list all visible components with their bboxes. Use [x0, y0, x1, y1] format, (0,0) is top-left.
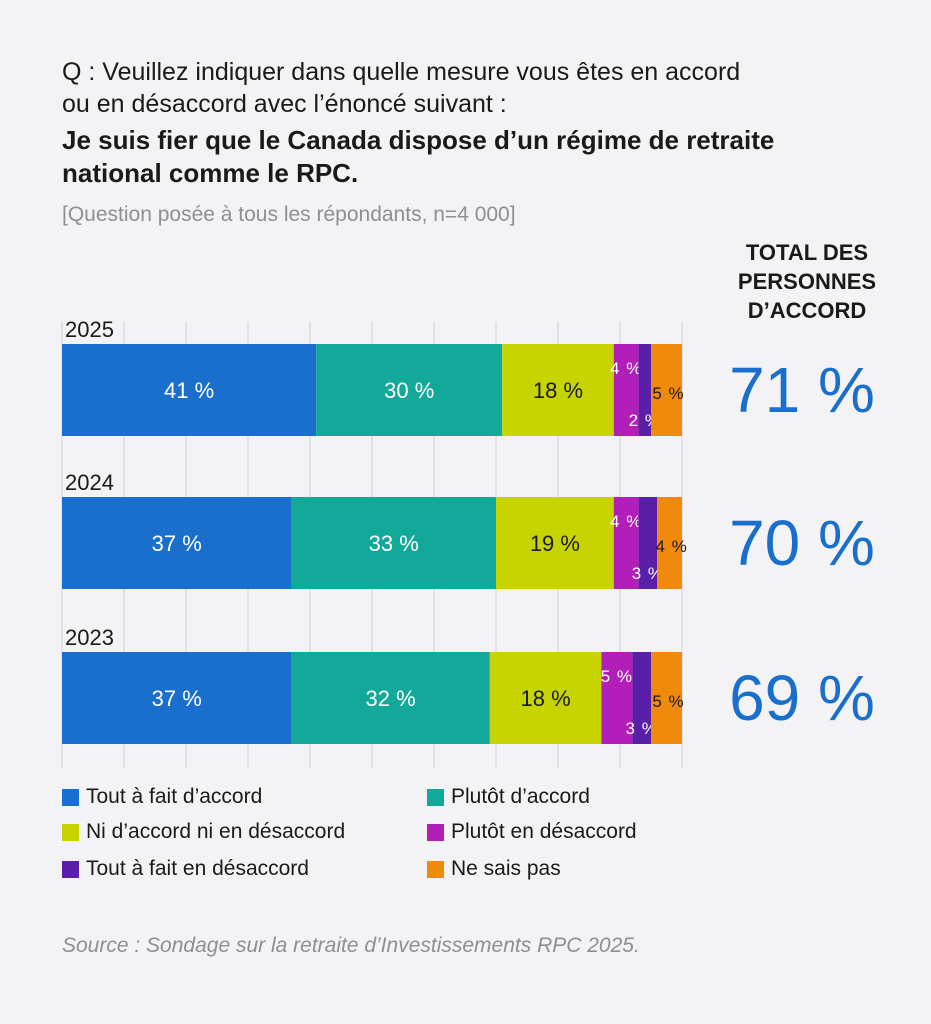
total-header-line-2: PERSONNES: [737, 269, 877, 294]
category-label-2025: 2025: [65, 317, 114, 342]
category-label-2023: 2023: [65, 625, 114, 650]
legend-swatch: [62, 860, 79, 878]
total-agree-value: 69 %: [729, 662, 875, 734]
bar-segment: [291, 497, 496, 589]
data-label: 37 %: [152, 686, 202, 711]
source-note: Source : Sondage sur la retraite d’Inves…: [62, 934, 640, 957]
bar-segment: [638, 344, 651, 436]
bar-segment: [601, 652, 633, 744]
bar-segment: [489, 652, 602, 744]
bar-segment: [496, 497, 614, 589]
data-label: 18 %: [533, 378, 583, 403]
total-header: TOTAL DES PERSONNES D’ACCORD: [708, 238, 906, 325]
bar-segment: [62, 344, 317, 436]
bar-segment: [502, 344, 614, 436]
data-label: 4 %: [610, 512, 642, 531]
legend-swatch: [427, 860, 444, 878]
legend-label: Ne sais pas: [451, 857, 561, 880]
legend-item: Tout à fait d’accord: [62, 785, 262, 809]
legend-item: Ne sais pas: [427, 857, 561, 881]
legend-item: Plutôt d’accord: [427, 785, 590, 809]
total-header-line-3: D’ACCORD: [747, 298, 867, 323]
legend-item: Tout à fait en désaccord: [62, 857, 309, 881]
data-label: 4 %: [610, 359, 642, 378]
question-line-2: ou en désaccord avec l’énoncé suivant :: [62, 90, 507, 118]
bar-segment: [291, 652, 490, 744]
legend-label: Ni d’accord ni en désaccord: [86, 820, 346, 843]
data-label: 4 %: [655, 537, 687, 556]
legend-swatch: [427, 788, 444, 806]
total-agree-value: 70 %: [729, 507, 875, 579]
bar-segment: [316, 344, 503, 436]
data-label: 32 %: [366, 686, 416, 711]
bar-segment: [62, 652, 292, 744]
legend-item: Plutôt en désaccord: [427, 820, 637, 844]
data-label: 18 %: [521, 686, 571, 711]
bar-segment: [613, 497, 639, 589]
bar-segment: [657, 497, 682, 589]
legend-swatch: [62, 823, 79, 841]
legend-label: Tout à fait d’accord: [86, 785, 263, 808]
bar-segment: [638, 497, 658, 589]
data-label: 5 %: [652, 692, 684, 711]
bar-segment: [62, 497, 292, 589]
statement-line-2: national comme le RPC.: [62, 158, 359, 188]
statement-line-1: Je suis fier que le Canada dispose d’un …: [62, 125, 775, 155]
data-label: 19 %: [530, 531, 580, 556]
bar-segment: [651, 652, 682, 744]
bar-segment: [651, 344, 682, 436]
legend-swatch: [427, 823, 444, 841]
total-header-line-1: TOTAL DES: [745, 240, 869, 265]
data-label: 3 %: [626, 719, 658, 738]
legend-label: Plutôt d’accord: [451, 785, 590, 808]
data-label: 5 %: [652, 384, 684, 403]
category-label-2024: 2024: [65, 470, 114, 495]
bar-segment: [613, 344, 639, 436]
legend-swatch: [62, 788, 79, 806]
data-label: 30 %: [384, 378, 434, 403]
data-label: 33 %: [369, 531, 419, 556]
question-line-1: Q : Veuillez indiquer dans quelle mesure…: [62, 58, 741, 86]
data-label: 41 %: [164, 378, 214, 403]
legend-label: Plutôt en désaccord: [451, 820, 637, 843]
total-agree-value: 71 %: [729, 354, 875, 426]
data-label: 3 %: [632, 564, 664, 583]
sample-note: [Question posée à tous les répondants, n…: [62, 203, 516, 226]
legend-label: Tout à fait en désaccord: [86, 857, 309, 880]
data-label: 5 %: [601, 667, 633, 686]
data-label: 37 %: [152, 531, 202, 556]
bar-segment: [632, 652, 651, 744]
legend-item: Ni d’accord ni en désaccord: [62, 820, 345, 844]
